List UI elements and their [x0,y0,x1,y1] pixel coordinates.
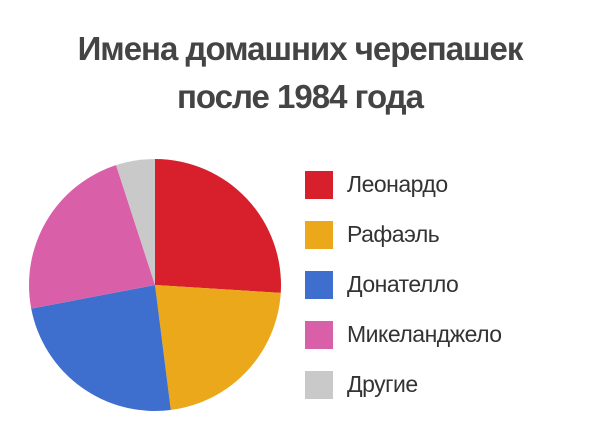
legend-label: Другие [347,371,418,397]
pie-slice [28,165,155,309]
legend-swatch [305,321,333,349]
legend-swatch [305,221,333,249]
pie-slice [31,285,171,411]
pie-slice [155,159,281,293]
legend-swatch [305,171,333,199]
legend-label: Рафаэль [347,221,440,247]
pie-slice [116,159,155,285]
legend-swatch [305,271,333,299]
legend-swatch [305,371,333,399]
pie-slice [155,285,281,411]
chart-title: Имена домашних черепашек [78,30,524,67]
legend-label: Леонардо [347,171,448,197]
legend-label: Донателло [347,271,458,297]
chart-title: после 1984 года [177,78,425,115]
legend-label: Микеланджело [347,321,502,347]
